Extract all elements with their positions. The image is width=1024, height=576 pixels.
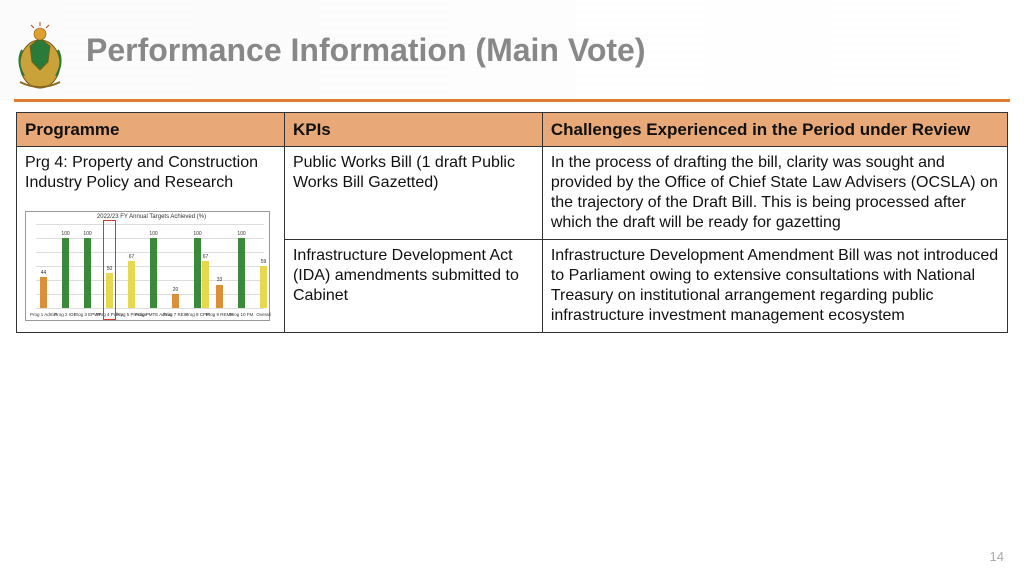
category-label: Prog 10 FM (230, 312, 254, 318)
coat-of-arms-logo (10, 22, 70, 92)
embedded-chart: 2022/23 FY Annual Targets Achieved (%) 4… (25, 211, 270, 321)
bar (128, 261, 135, 308)
programme-text: Prg 4: Property and Construction Industr… (25, 153, 276, 193)
bar (194, 238, 201, 308)
bar (172, 294, 179, 308)
bar (238, 238, 245, 308)
bar-value-label: 100 (149, 231, 157, 237)
cell-kpi-1: Infrastructure Development Act (IDA) ame… (284, 240, 542, 333)
category-label: Prog 1 Admin (30, 312, 57, 318)
bar (216, 285, 223, 308)
cell-programme: Prg 4: Property and Construction Industr… (17, 147, 285, 333)
bar-value-label: 59 (261, 259, 267, 265)
page-number: 14 (990, 549, 1004, 564)
bar (150, 238, 157, 308)
bar-value-label: 100 (83, 231, 91, 237)
category-label: Overall (256, 312, 270, 318)
chart-title: 2022/23 FY Annual Targets Achieved (%) (36, 214, 267, 222)
bar (260, 266, 267, 307)
bar (202, 261, 209, 308)
highlight-box (103, 220, 116, 320)
bar-value-label: 67 (129, 254, 135, 260)
bar-value-label: 44 (41, 270, 47, 276)
bar (84, 238, 91, 308)
cell-challenge-0: In the process of drafting the bill, cla… (542, 147, 1007, 240)
th-programme: Programme (17, 113, 285, 147)
performance-table: Programme KPIs Challenges Experienced in… (16, 112, 1008, 333)
bar-value-label: 100 (193, 231, 201, 237)
bar-value-label: 20 (173, 287, 179, 293)
bar-value-label: 100 (61, 231, 69, 237)
cell-kpi-0: Public Works Bill (1 draft Public Works … (284, 147, 542, 240)
bar (62, 238, 69, 308)
bar-value-label: 33 (217, 277, 223, 283)
th-challenges: Challenges Experienced in the Period und… (542, 113, 1007, 147)
bar-value-label: 67 (203, 254, 209, 260)
th-kpis: KPIs (284, 113, 542, 147)
cell-challenge-1: Infrastructure Development Amendment Bil… (542, 240, 1007, 333)
bar (40, 277, 47, 308)
title-rule (14, 99, 1010, 102)
page-title: Performance Information (Main Vote) (86, 32, 645, 69)
bar-value-label: 100 (237, 231, 245, 237)
